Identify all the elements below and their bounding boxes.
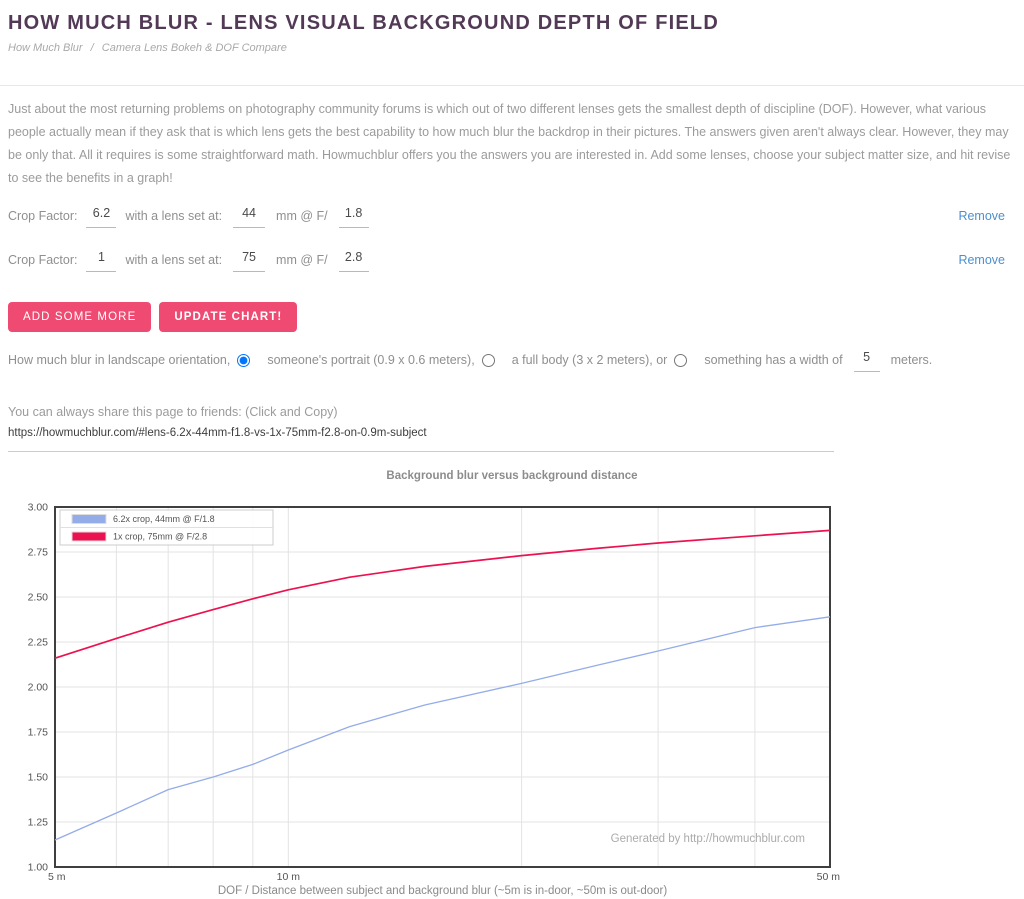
y-tick-label: 1.00 <box>28 862 49 874</box>
radio-portrait[interactable] <box>237 353 251 367</box>
custom-width-option-label: something has a width of <box>704 353 843 367</box>
y-tick-label: 2.25 <box>28 637 49 649</box>
y-tick-label: 2.50 <box>28 592 49 604</box>
focal-length-input-2[interactable] <box>233 248 266 272</box>
add-some-more-button[interactable]: ADD SOME MORE <box>8 302 152 332</box>
legend-swatch-0 <box>71 514 107 524</box>
lens-row-2: Crop Factor: with a lens set at: mm @ F/… <box>8 244 1016 276</box>
lens-set-label: with a lens set at: <box>125 209 223 223</box>
meters-label: meters. <box>890 353 933 367</box>
legend-swatch-1 <box>71 531 107 542</box>
series-line-1 <box>54 529 831 660</box>
y-tick-label: 1.25 <box>28 817 49 829</box>
chart-watermark: Generated by http://howmuchblur.com <box>611 833 805 845</box>
y-tick-label: 1.75 <box>28 727 49 739</box>
aperture-label: mm @ F/ <box>276 253 328 267</box>
chart-legend: 6.2x crop, 44mm @ F/1.8 1x crop, 75mm @ F… <box>59 509 274 546</box>
breadcrumb-separator: / <box>90 42 94 54</box>
breadcrumb-home[interactable]: How Much Blur <box>8 42 83 54</box>
share-label: You can always share this page to friend… <box>8 405 338 419</box>
lens-set-label: with a lens set at: <box>125 253 223 267</box>
main-content: Just about the most returning problems o… <box>0 98 1024 899</box>
y-tick-label: 2.75 <box>28 547 49 559</box>
crop-factor-input-2[interactable] <box>86 248 117 272</box>
dof-chart-svg: Generated by http://howmuchblur.com 1.00 1… <box>28 502 841 898</box>
series-line-0 <box>54 616 831 841</box>
breadcrumb: How Much Blur / Camera Lens Bokeh & DOF … <box>8 42 1016 54</box>
y-tick-label: 3.00 <box>28 502 49 514</box>
y-tick-label: 2.00 <box>28 682 49 694</box>
aperture-label: mm @ F/ <box>276 209 328 223</box>
remove-lens-link-1[interactable]: Remove <box>958 209 1005 223</box>
page-title: HOW MUCH BLUR - LENS VISUAL BACKGROUND D… <box>8 12 719 34</box>
crop-factor-input-1[interactable] <box>86 204 117 228</box>
crop-factor-label: Crop Factor: <box>8 253 78 267</box>
custom-width-input[interactable] <box>853 348 880 372</box>
radio-custom-width[interactable] <box>674 353 688 367</box>
page-header: HOW MUCH BLUR - LENS VISUAL BACKGROUND D… <box>0 0 1024 86</box>
portrait-option-label: someone's portrait (0.9 x 0.6 meters), <box>267 353 475 367</box>
breadcrumb-current[interactable]: Camera Lens Bokeh & DOF Compare <box>101 42 287 54</box>
legend-label-1: 1x crop, 75mm @ F/2.8 <box>113 532 207 542</box>
fstop-input-1[interactable] <box>338 204 369 228</box>
remove-lens-link-2[interactable]: Remove <box>958 253 1005 267</box>
update-chart-button[interactable]: UPDATE CHART! <box>159 302 298 332</box>
lens-row-1: Crop Factor: with a lens set at: mm @ F/… <box>8 200 1016 232</box>
focal-length-input-1[interactable] <box>233 204 266 228</box>
radio-full-body[interactable] <box>481 353 495 367</box>
button-row: ADD SOME MORE UPDATE CHART! <box>8 302 1016 332</box>
x-tick-label: 50 m <box>817 871 841 883</box>
chart-section: Background blur versus background distan… <box>8 470 1016 899</box>
fstop-input-2[interactable] <box>338 248 369 272</box>
full-body-option-label: a full body (3 x 2 meters), or <box>511 353 668 367</box>
x-axis-title: DOF / Distance between subject and backg… <box>218 885 668 897</box>
x-tick-label: 10 m <box>277 871 301 883</box>
intro-paragraph: Just about the most returning problems o… <box>8 102 1011 185</box>
share-url-input[interactable] <box>8 427 834 452</box>
chart-title: Background blur versus background distan… <box>386 470 638 482</box>
x-tick-label: 5 m <box>48 871 66 883</box>
subject-size-row: How much blur in landscape orientation, … <box>8 348 1016 372</box>
y-tick-label: 1.50 <box>28 772 49 784</box>
crop-factor-label: Crop Factor: <box>8 209 78 223</box>
subject-prefix-label: How much blur in landscape orientation, <box>8 353 231 367</box>
legend-label-0: 6.2x crop, 44mm @ F/1.8 <box>113 514 215 524</box>
